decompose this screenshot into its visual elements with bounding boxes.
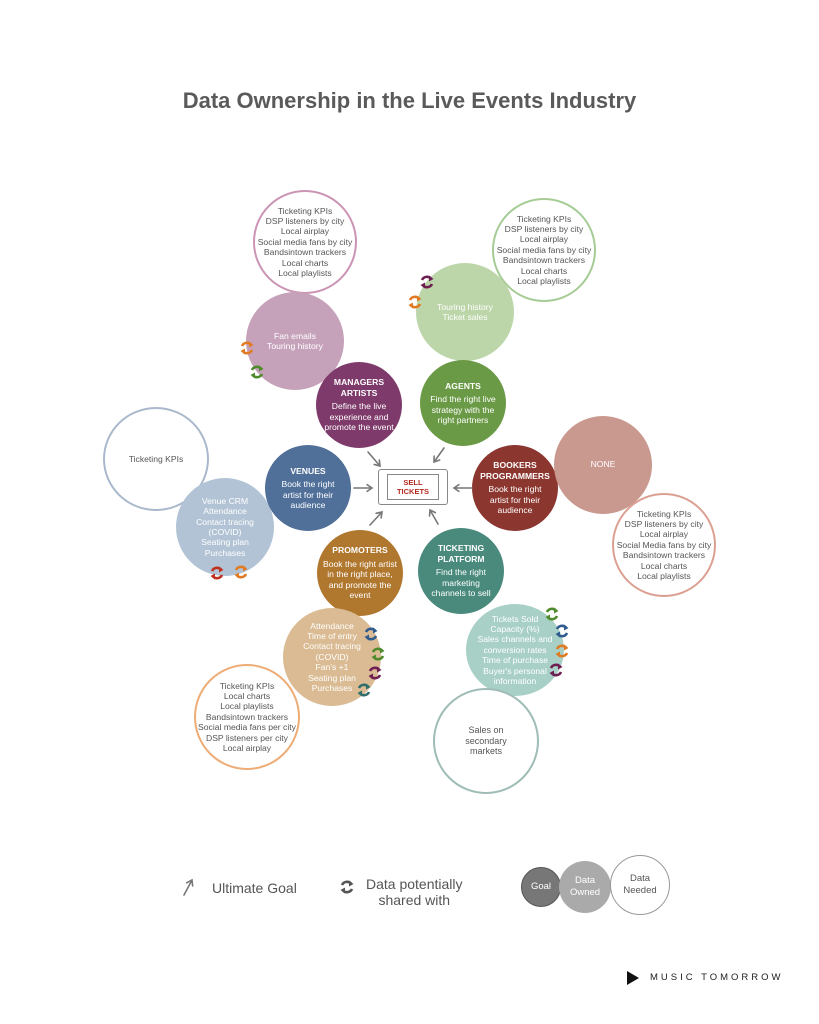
bookers-needed-text: Ticketing KPIs DSP listeners by city Loc… [616, 508, 712, 582]
legend-goal-arrow-icon [183, 878, 194, 896]
promoters-data-owned: Attendance Time of entry Contact tracing… [283, 608, 381, 706]
venues-goal: VENUES Book the right artist for their au… [265, 445, 351, 531]
ticketing-goal-text: Find the right marketing channels to sel… [431, 567, 491, 599]
ticketing-data-owned: Tickets Sold Capacity (%) Sales channels… [466, 604, 564, 696]
bookers-goal-text: Book the right artist for their audience [488, 484, 542, 516]
ticketing-title: TICKETING PLATFORM [437, 543, 485, 564]
shared-with-sync-icon [420, 275, 434, 289]
agents-data-needed: Ticketing KPIs DSP listeners by city Loc… [492, 198, 596, 302]
sell-tickets-label: SELL TICKETS [387, 474, 439, 500]
legend-needed-circle: Data Needed [610, 855, 670, 915]
shared-with-sync-icon [408, 295, 422, 309]
bookers-title: BOOKERS PROGRAMMERS [480, 460, 550, 481]
legend-ultimate-goal-label: Ultimate Goal [212, 880, 297, 896]
play-logo-icon [627, 971, 639, 985]
bookers-data-needed: Ticketing KPIs DSP listeners by city Loc… [612, 493, 716, 597]
ticketing-data-needed: Sales on secondary markets [433, 688, 539, 794]
promoters-title: PROMOTERS [332, 545, 388, 556]
shared-with-sync-icon [250, 365, 264, 379]
shared-with-sync-icon [210, 566, 224, 580]
brand-logo-text: MUSIC TOMORROW [650, 972, 784, 983]
legend-owned-circle: Data Owned [559, 861, 611, 913]
venues-owned-text: Venue CRM Attendance Contact tracing (CO… [196, 495, 254, 558]
managers-goal: MANAGERS ARTISTS Define the live experien… [316, 362, 402, 448]
ticketing-needed-text: Sales on secondary markets [465, 725, 507, 757]
venues-title: VENUES [290, 465, 326, 476]
managers-data-needed: Ticketing KPIs DSP listeners by city Loc… [253, 190, 357, 294]
bookers-data-owned: NONE [554, 416, 652, 514]
promoters-owned-text: Attendance Time of entry Contact tracing… [303, 620, 361, 694]
shared-with-sync-icon [357, 683, 371, 697]
agents-goal-text: Find the right live strategy with the ri… [430, 394, 496, 425]
arrow-to-goal-icon [452, 483, 473, 493]
venues-needed-text: Ticketing KPIs [128, 453, 184, 464]
agents-owned-text: Touring history Ticket sales [437, 301, 493, 322]
ticketing-goal: TICKETING PLATFORM Find the right marketi… [418, 528, 504, 614]
promoters-goal: PROMOTERS Book the right artist in the ri… [317, 530, 403, 616]
venues-goal-text: Book the right artist for their audience [281, 479, 335, 510]
legend-goal-circle: Goal [521, 867, 561, 907]
shared-with-sync-icon [555, 624, 569, 638]
shared-with-sync-icon [364, 627, 378, 641]
agents-goal: AGENTS Find the right live strategy with … [420, 360, 506, 446]
arrow-to-goal-icon [367, 451, 381, 468]
bookers-goal: BOOKERS PROGRAMMERS Book the right artist… [472, 445, 558, 531]
arrow-to-goal-icon [428, 508, 439, 525]
shared-with-sync-icon [371, 647, 385, 661]
bookers-owned-text: NONE [590, 459, 616, 469]
promoters-data-needed: Ticketing KPIs Local charts Local playli… [194, 664, 300, 770]
managers-owned-text: Fan emails Touring history [267, 330, 323, 351]
managers-title: MANAGERS ARTISTS [333, 377, 385, 398]
promoters-goal-text: Book the right artist in the right place… [322, 558, 398, 601]
promoters-needed-text: Ticketing KPIs Local charts Local playli… [198, 680, 296, 754]
sell-tickets-ticket: SELL TICKETS [378, 469, 448, 505]
agents-title: AGENTS [445, 380, 481, 391]
legend-shared-label: Data potentially shared with [366, 876, 463, 908]
shared-with-sync-icon [240, 341, 254, 355]
page-title: Data Ownership in the Live Events Indust… [182, 88, 637, 113]
arrow-to-goal-icon [353, 483, 374, 493]
agents-needed-text: Ticketing KPIs DSP listeners by city Loc… [496, 213, 592, 287]
arrow-to-goal-icon [369, 510, 383, 526]
shared-with-sync-icon [368, 666, 382, 680]
venues-data-owned: Venue CRM Attendance Contact tracing (CO… [176, 478, 274, 576]
legend-sync-icon [340, 880, 354, 894]
managers-goal-text: Define the live experience and promote t… [324, 401, 394, 433]
shared-with-sync-icon [545, 607, 559, 621]
shared-with-sync-icon [555, 644, 569, 658]
managers-needed-text: Ticketing KPIs DSP listeners by city Loc… [257, 205, 353, 279]
shared-with-sync-icon [549, 663, 563, 677]
arrow-to-goal-icon [433, 447, 445, 464]
ticketing-owned-text: Tickets Sold Capacity (%) Sales channels… [477, 613, 553, 687]
shared-with-sync-icon [234, 565, 248, 579]
